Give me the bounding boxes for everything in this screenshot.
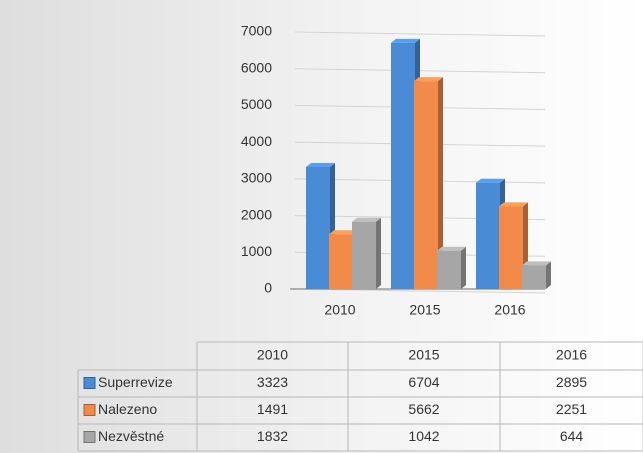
bar-front <box>499 206 523 289</box>
table-cell: 1042 <box>408 428 439 444</box>
table-cell: 6704 <box>408 374 439 390</box>
bar-front <box>476 182 500 289</box>
bar <box>352 217 381 289</box>
bar <box>437 246 466 289</box>
y-tick-label: 3000 <box>241 170 272 186</box>
y-tick-label: 7000 <box>241 23 272 39</box>
y-tick-label: 5000 <box>241 96 272 112</box>
bar-front <box>329 234 353 289</box>
bar-front <box>391 42 415 289</box>
bar-top <box>437 246 466 251</box>
table-header: 2010 <box>257 347 288 363</box>
table-cell: 644 <box>560 428 584 444</box>
bar <box>329 230 358 289</box>
bar-top <box>329 230 358 235</box>
bar-top <box>414 77 443 82</box>
bar-front <box>437 250 461 289</box>
y-tick-label: 6000 <box>241 59 272 75</box>
table-cell: 3323 <box>257 374 288 390</box>
bar-front <box>352 221 376 289</box>
x-tick-label: 2010 <box>324 302 355 318</box>
table-header: 2015 <box>408 347 439 363</box>
bar-front <box>306 166 330 289</box>
legend-label: Nalezeno <box>98 401 157 417</box>
table-cell: 2895 <box>556 374 587 390</box>
bar-top <box>391 38 420 43</box>
legend-label: Superrevize <box>98 374 173 390</box>
y-tick-label: 4000 <box>241 133 272 149</box>
table-cell: 1832 <box>257 428 288 444</box>
bar-top <box>352 217 381 222</box>
bar-front <box>522 265 546 289</box>
y-tick-label: 1000 <box>241 243 272 259</box>
bar-side <box>376 217 381 289</box>
legend-swatch <box>83 431 96 443</box>
bar-side <box>546 261 551 289</box>
bar-side <box>461 246 466 289</box>
x-tick-label: 2015 <box>409 302 440 318</box>
bar <box>414 77 443 289</box>
legend-swatch <box>83 404 96 416</box>
table-header: 2016 <box>556 347 587 363</box>
y-tick-label: 2000 <box>241 206 272 222</box>
table-cell: 5662 <box>408 401 439 417</box>
bar-side <box>438 77 443 289</box>
bar <box>522 261 551 289</box>
y-tick-label: 0 <box>264 280 272 296</box>
legend-swatch <box>83 377 96 389</box>
grid-line <box>294 31 546 37</box>
bar-top <box>476 178 505 183</box>
x-tick-label: 2016 <box>494 302 525 318</box>
bar-front <box>414 81 438 289</box>
legend-label: Nezvěstné <box>98 428 164 444</box>
bar-top <box>306 162 335 167</box>
table-cell: 2251 <box>556 401 587 417</box>
bar-top <box>522 261 551 266</box>
bar-top <box>499 202 528 207</box>
table-cell: 1491 <box>257 401 288 417</box>
